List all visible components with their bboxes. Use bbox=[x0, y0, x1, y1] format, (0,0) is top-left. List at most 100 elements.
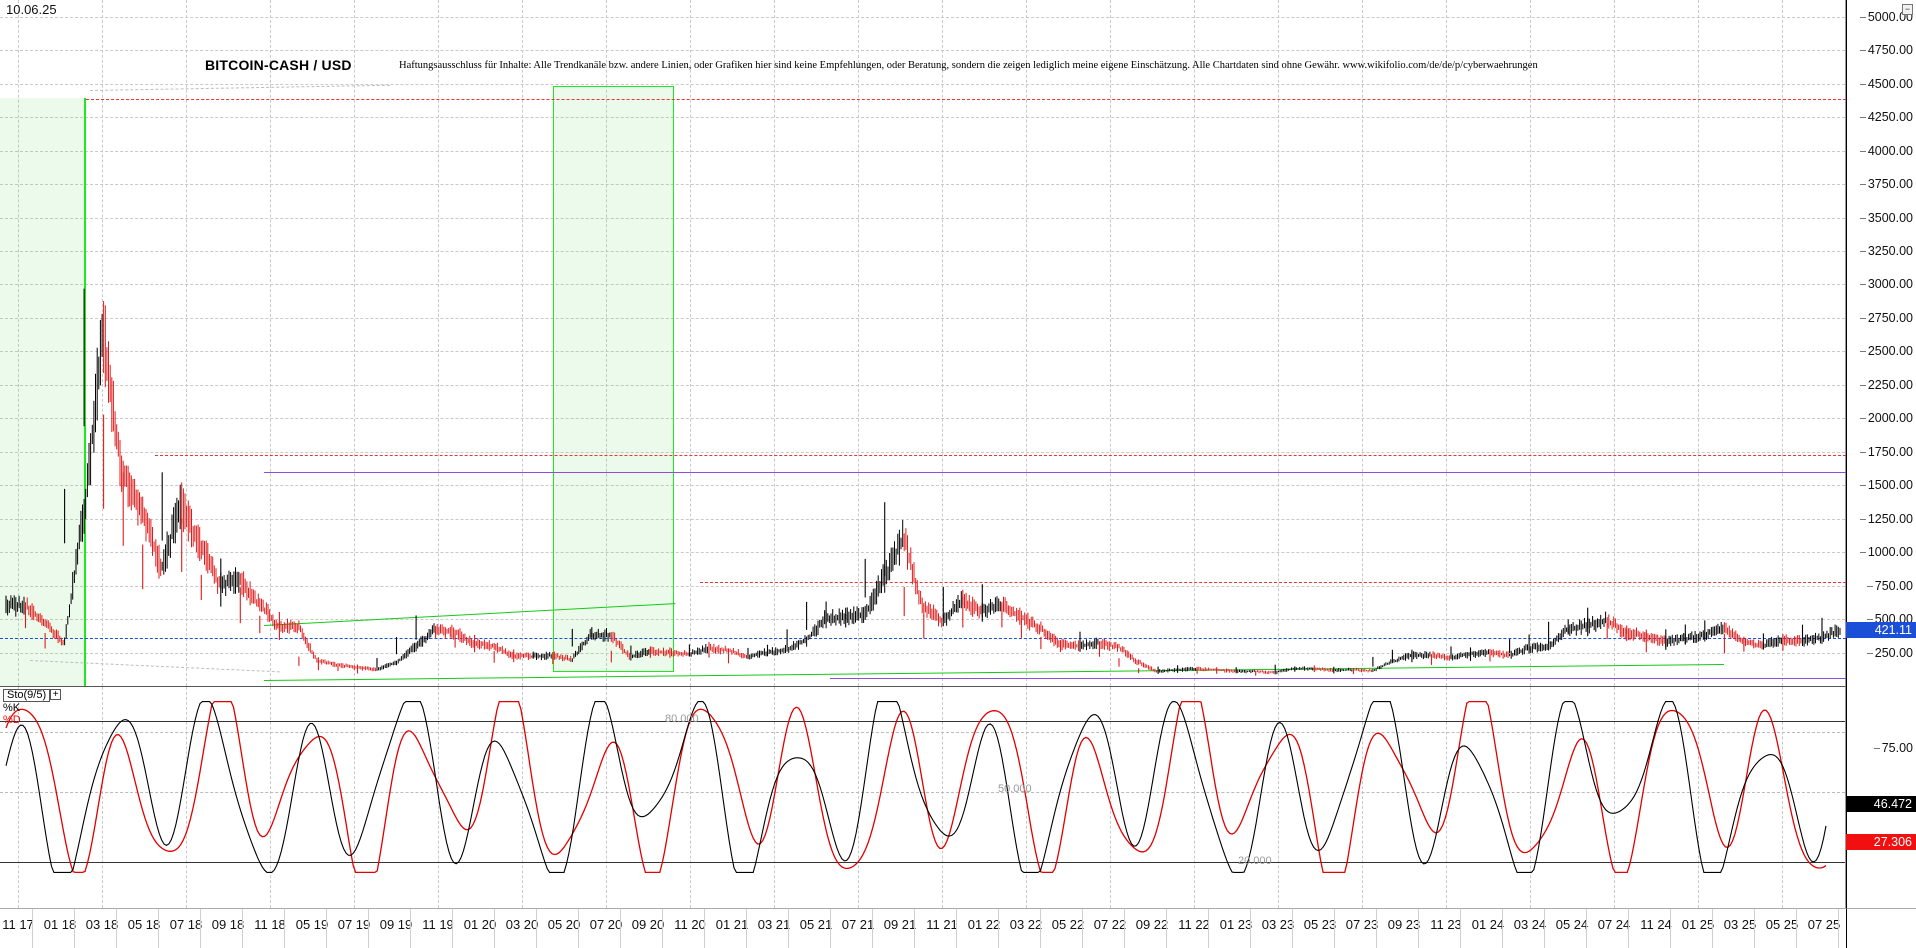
tick-mark bbox=[1859, 451, 1866, 453]
time-separator bbox=[620, 909, 621, 948]
stoch-k-badge: 46.472 bbox=[1846, 795, 1916, 812]
time-separator bbox=[1040, 909, 1041, 948]
time-tick: 07 23 bbox=[1345, 917, 1379, 932]
time-tick: 03 23 bbox=[1261, 917, 1295, 932]
time-tick: 09 20 bbox=[631, 917, 665, 932]
time-tick: 05 20 bbox=[547, 917, 581, 932]
stoch-level-20 bbox=[0, 862, 1845, 863]
support-line-violet bbox=[264, 472, 1846, 473]
price-tick-5000: 5000.00 bbox=[1859, 10, 1913, 24]
time-tick: 01 23 bbox=[1219, 917, 1253, 932]
time-separator bbox=[1502, 909, 1503, 948]
time-separator bbox=[1586, 909, 1587, 948]
time-separator bbox=[704, 909, 705, 948]
time-separator bbox=[1712, 909, 1713, 948]
plus-icon[interactable]: + bbox=[50, 689, 62, 700]
time-tick: 03 18 bbox=[85, 917, 119, 932]
time-separator bbox=[1796, 909, 1797, 948]
resistance-line-mid bbox=[155, 455, 1846, 456]
price-tick-1250: 1250.00 bbox=[1859, 512, 1913, 526]
time-tick: 11 19 bbox=[422, 917, 454, 932]
time-separator bbox=[1334, 909, 1335, 948]
time-separator bbox=[1166, 909, 1167, 948]
time-separator bbox=[1250, 909, 1251, 948]
tick-mark bbox=[1859, 250, 1866, 252]
time-tick: 05 22 bbox=[1051, 917, 1085, 932]
time-separator bbox=[746, 909, 747, 948]
tick-mark bbox=[1859, 284, 1866, 286]
time-separator bbox=[200, 909, 201, 948]
time-separator bbox=[872, 909, 873, 948]
highlight-zone-left bbox=[0, 98, 86, 686]
price-tick-750: 750.00 bbox=[1866, 579, 1913, 593]
price-tick-250: 250.00 bbox=[1866, 646, 1913, 660]
tick-mark bbox=[1859, 16, 1866, 18]
time-separator bbox=[284, 909, 285, 948]
time-separator bbox=[116, 909, 117, 948]
tick-mark bbox=[1866, 585, 1873, 587]
price-axis[interactable]: 5000.00 4750.00 4500.00 4250.00 4000.00 3750.… bbox=[1846, 0, 1916, 908]
time-separator bbox=[326, 909, 327, 948]
time-separator bbox=[1670, 909, 1671, 948]
minus-icon[interactable]: − bbox=[1902, 4, 1913, 15]
time-tick: 09 22 bbox=[1135, 917, 1169, 932]
stochastic-indicator-pane[interactable]: Sto(9/5) + %K %D 80.000 50.000 20.000 bbox=[0, 686, 1846, 908]
time-separator bbox=[1754, 909, 1755, 948]
time-separator bbox=[242, 909, 243, 948]
tick-mark bbox=[1859, 150, 1866, 152]
last-price-line bbox=[0, 638, 1846, 639]
tick-mark bbox=[1859, 217, 1866, 219]
time-separator bbox=[998, 909, 999, 948]
time-tick: 03 25 bbox=[1723, 917, 1757, 932]
price-tick-1750: 1750.00 bbox=[1859, 445, 1913, 459]
time-separator bbox=[1376, 909, 1377, 948]
stoch-k-curve bbox=[5, 701, 1827, 873]
stoch-level-label-50: 50.000 bbox=[998, 783, 1032, 795]
stoch-k-label: %K bbox=[3, 702, 21, 714]
time-axis[interactable]: 11 17 01 18 03 18 05 18 07 18 09 18 11 18 05 19… bbox=[0, 908, 1846, 948]
time-tick: 11 17 bbox=[2, 917, 34, 932]
time-separator bbox=[536, 909, 537, 948]
time-tick: 05 21 bbox=[799, 917, 833, 932]
stoch-d-label: %D bbox=[3, 714, 21, 726]
time-tick: 01 24 bbox=[1471, 917, 1505, 932]
disclaimer-text: Haftungsausschluss für Inhalte: Alle Tre… bbox=[399, 60, 1538, 71]
time-separator bbox=[1628, 909, 1629, 948]
price-tick-3250: 3250.00 bbox=[1859, 244, 1913, 258]
time-separator bbox=[158, 909, 159, 948]
indicator-tick-75: 75.00 bbox=[1873, 741, 1913, 755]
time-tick: 07 20 bbox=[589, 917, 623, 932]
tick-mark bbox=[1859, 184, 1866, 186]
time-separator bbox=[1124, 909, 1125, 948]
tick-mark bbox=[1859, 351, 1866, 353]
axis-corner bbox=[1846, 908, 1916, 948]
time-separator bbox=[1208, 909, 1209, 948]
price-chart-pane[interactable]: 10.06.25 BITCOIN-CASH / USD Haftungsauss… bbox=[0, 0, 1846, 686]
time-tick: 11 22 bbox=[1178, 917, 1210, 932]
time-tick: 03 22 bbox=[1009, 917, 1043, 932]
price-tick-4500: 4500.00 bbox=[1859, 77, 1913, 91]
time-separator bbox=[956, 909, 957, 948]
indicator-legend[interactable]: Sto(9/5) + bbox=[3, 689, 62, 702]
time-tick: 03 20 bbox=[505, 917, 539, 932]
time-tick: 09 23 bbox=[1387, 917, 1421, 932]
time-separator bbox=[1292, 909, 1293, 948]
time-separator bbox=[74, 909, 75, 948]
price-series-svg bbox=[5, 288, 1841, 676]
time-separator bbox=[914, 909, 915, 948]
time-tick: 11 23 bbox=[1430, 917, 1462, 932]
tick-mark bbox=[1859, 50, 1866, 52]
price-tick-4250: 4250.00 bbox=[1859, 110, 1913, 124]
time-separator bbox=[368, 909, 369, 948]
tick-mark bbox=[1866, 619, 1873, 621]
indicator-name[interactable]: Sto(9/5) bbox=[3, 689, 51, 702]
time-tick: 07 24 bbox=[1597, 917, 1631, 932]
time-tick: 05 19 bbox=[295, 917, 329, 932]
time-separator bbox=[578, 909, 579, 948]
tick-mark bbox=[1873, 747, 1880, 749]
time-tick: 05 25 bbox=[1765, 917, 1799, 932]
time-separator bbox=[32, 909, 33, 948]
time-tick: 05 23 bbox=[1303, 917, 1337, 932]
time-separator bbox=[1082, 909, 1083, 948]
